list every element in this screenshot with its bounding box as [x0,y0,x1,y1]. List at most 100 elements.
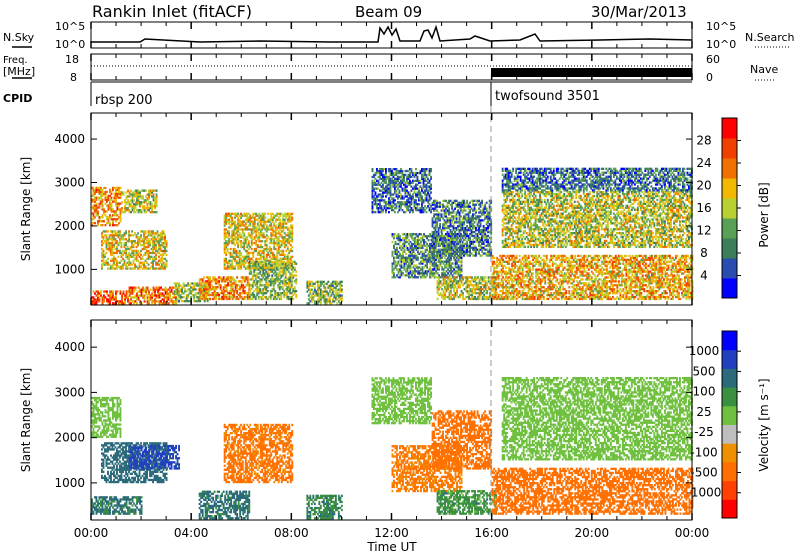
data-cell [120,216,122,218]
data-cell [230,226,232,228]
data-cell [430,191,432,193]
data-cell [393,209,395,211]
data-cell [145,190,147,192]
data-cell [183,292,185,294]
data-cell [151,256,153,258]
data-cell [439,249,441,251]
data-cell [261,240,263,242]
data-cell [453,211,455,213]
data-cell [341,298,343,300]
data-cell [419,253,421,255]
data-cell [415,199,417,201]
data-cell [291,213,293,215]
data-cell [393,272,395,274]
data-cell [252,286,254,288]
data-cell [414,190,416,192]
data-cell [291,278,293,280]
data-cell [288,252,290,254]
data-cell [405,253,407,255]
data-cell [426,168,428,170]
data-cell [439,225,441,227]
data-cell [249,267,251,269]
data-cell [206,286,208,288]
data-cell [375,191,377,193]
data-cell [116,252,118,254]
data-cell [258,238,260,240]
data-cell [428,239,430,241]
date-title: 30/Mar/2013 [591,3,687,21]
data-cell [269,246,271,248]
data-cell [124,302,126,304]
data-cell [402,195,404,197]
data-cell [169,294,171,296]
data-cell [393,268,395,270]
data-cell [259,271,261,273]
data-cell [105,296,107,298]
data-cell [121,294,123,296]
data-cell [233,240,235,242]
data-cell [242,284,244,286]
data-cell [128,230,130,232]
data-cell [396,264,398,266]
data-cell [266,256,268,258]
data-cell [112,208,114,210]
data-cell [278,238,280,240]
data-cell [404,251,406,253]
data-cell [474,245,476,247]
data-cell [256,282,258,284]
data-cell [382,193,384,195]
data-cell [248,232,250,234]
data-cell [419,266,421,268]
data-cell [265,267,267,269]
data-cell [273,286,275,288]
data-cell [141,211,143,213]
data-cell [469,211,471,213]
data-cell [421,195,423,197]
data-cell [456,215,458,217]
data-cell [291,256,293,258]
data-cell [121,209,123,211]
data-cell [404,247,406,249]
power-panel: 1000200030004000 Slant Range [km] [19,113,693,305]
data-cell [282,250,284,252]
data-cell [273,254,275,256]
data-cell [402,272,404,274]
data-cell [120,220,122,222]
data-cell [137,260,139,262]
data-cell [100,187,102,189]
data-cell [273,217,275,219]
data-cell [398,272,400,274]
data-cell [105,214,107,216]
data-cell [295,296,297,298]
data-cell [320,285,322,287]
data-cell [426,264,428,266]
data-cell [227,248,229,250]
data-cell [255,265,257,267]
data-cell [115,294,117,296]
data-cell [405,174,407,176]
data-cell [101,244,103,246]
data-cell [289,288,291,290]
data-cell [416,233,418,235]
data-cell [412,193,414,195]
data-cell [423,188,425,190]
data-cell [291,246,293,248]
data-cell [121,207,123,209]
data-cell [166,240,168,242]
data-cell [153,193,155,195]
data-cell [156,211,158,213]
data-cell [267,265,269,267]
data-cell [461,261,463,263]
data-cell [148,292,150,294]
data-cell [145,292,147,294]
data-cell [399,209,401,211]
data-cell [417,205,419,207]
data-cell [414,272,416,274]
data-cell [141,292,143,294]
data-cell [394,188,396,190]
data-cell [378,180,380,182]
data-cell [430,168,432,170]
data-cell [392,241,394,243]
data-cell [273,238,275,240]
data-cell [93,187,95,189]
